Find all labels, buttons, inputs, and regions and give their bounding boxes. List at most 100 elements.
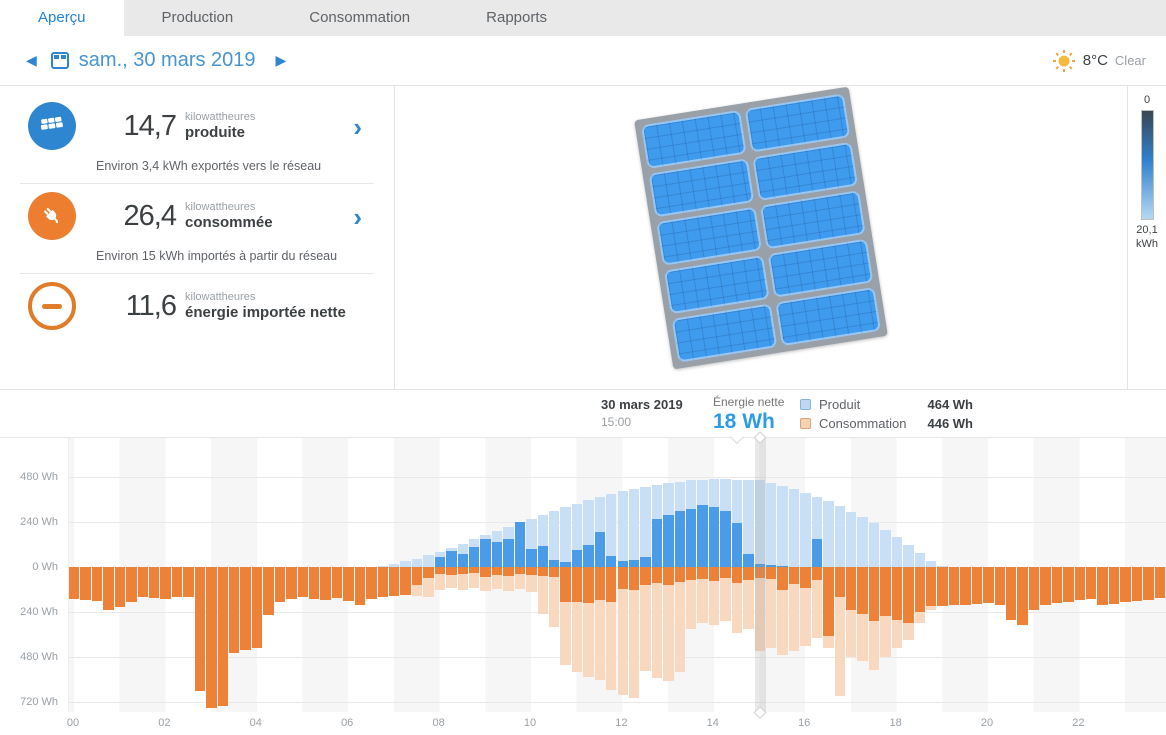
chart-interval-slot[interactable]	[994, 438, 1006, 712]
chart-interval-slot[interactable]	[91, 438, 103, 712]
chart-interval-slot[interactable]	[800, 438, 811, 712]
pv-module[interactable]	[775, 287, 882, 347]
chart-interval-slot[interactable]	[754, 438, 766, 712]
chart-interval-slot[interactable]	[171, 438, 183, 712]
chart-interval-slot[interactable]	[274, 438, 286, 712]
chart-interval-slot[interactable]	[114, 438, 126, 712]
chart-interval-slot[interactable]	[617, 438, 629, 712]
chart-interval-slot[interactable]	[263, 438, 274, 712]
chart-interval-slot[interactable]	[526, 438, 537, 712]
chart-interval-slot[interactable]	[548, 438, 560, 712]
calendar-icon[interactable]	[50, 52, 69, 69]
chart-interval-slot[interactable]	[880, 438, 891, 712]
chart-interval-slot[interactable]	[251, 438, 263, 712]
chart-interval-slot[interactable]	[514, 438, 526, 712]
chart-interval-slot[interactable]	[948, 438, 960, 712]
chart-interval-slot[interactable]	[1097, 438, 1108, 712]
chart-interval-slot[interactable]	[388, 438, 400, 712]
chart-interval-slot[interactable]	[1154, 438, 1166, 712]
chart-interval-slot[interactable]	[663, 438, 674, 712]
chart-interval-slot[interactable]	[297, 438, 309, 712]
chart-interval-slot[interactable]	[766, 438, 777, 712]
chart-interval-slot[interactable]	[457, 438, 469, 712]
chart-interval-slot[interactable]	[400, 438, 411, 712]
chart-interval-slot[interactable]	[537, 438, 549, 712]
tab-production[interactable]: Production	[161, 9, 234, 26]
chart-interval-slot[interactable]	[720, 438, 731, 712]
chart-interval-slot[interactable]	[777, 438, 788, 712]
chart-interval-slot[interactable]	[1006, 438, 1017, 712]
current-date[interactable]: sam., 30 mars 2019	[78, 49, 256, 71]
next-day-arrow-icon[interactable]: ▶	[275, 52, 287, 68]
chart-interval-slot[interactable]	[926, 438, 937, 712]
chart-interval-slot[interactable]	[1086, 438, 1097, 712]
chart-interval-slot[interactable]	[468, 438, 480, 712]
chart-interval-slot[interactable]	[606, 438, 617, 712]
chart-interval-slot[interactable]	[914, 438, 926, 712]
chart-interval-slot[interactable]	[343, 438, 354, 712]
chart-interval-slot[interactable]	[206, 438, 217, 712]
chart-interval-slot[interactable]	[354, 438, 366, 712]
chart-interval-slot[interactable]	[148, 438, 160, 712]
chart-interval-slot[interactable]	[1063, 438, 1074, 712]
chart-interval-slot[interactable]	[80, 438, 91, 712]
chart-interval-slot[interactable]	[126, 438, 137, 712]
consumed-chevron-right-icon[interactable]: ›	[353, 202, 362, 232]
chart-interval-slot[interactable]	[834, 438, 846, 712]
produced-chevron-right-icon[interactable]: ›	[353, 112, 362, 142]
chart-interval-slot[interactable]	[788, 438, 800, 712]
chart-interval-slot[interactable]	[1017, 438, 1028, 712]
chart-interval-slot[interactable]	[971, 438, 983, 712]
chart-interval-slot[interactable]	[697, 438, 708, 712]
chart-interval-slot[interactable]	[743, 438, 754, 712]
consumed-card[interactable]: 26,4 kilowattheures consommée › Environ …	[0, 184, 394, 274]
selected-interval-band[interactable]	[753, 431, 767, 719]
chart-interval-slot[interactable]	[1040, 438, 1051, 712]
chart-interval-slot[interactable]	[331, 438, 343, 712]
chart-interval-slot[interactable]	[423, 438, 434, 712]
chart-interval-slot[interactable]	[286, 438, 297, 712]
chart-interval-slot[interactable]	[491, 438, 503, 712]
chart-interval-slot[interactable]	[137, 438, 149, 712]
chart-interval-slot[interactable]	[960, 438, 971, 712]
chart-interval-slot[interactable]	[651, 438, 663, 712]
prev-day-arrow-icon[interactable]: ◀	[26, 52, 37, 68]
chart-interval-slot[interactable]	[240, 438, 251, 712]
chart-interval-slot[interactable]	[560, 438, 571, 712]
chart-interval-slot[interactable]	[571, 438, 583, 712]
pv-module[interactable]	[671, 303, 778, 363]
chart-interval-slot[interactable]	[1028, 438, 1040, 712]
chart-interval-slot[interactable]	[411, 438, 423, 712]
chart-plot-area[interactable]	[68, 431, 1166, 719]
chart-interval-slot[interactable]	[228, 438, 240, 712]
chart-interval-slot[interactable]	[103, 438, 114, 712]
chart-interval-slot[interactable]	[594, 438, 606, 712]
chart-interval-slot[interactable]	[503, 438, 514, 712]
chart-interval-slot[interactable]	[583, 438, 594, 712]
tab-rapports[interactable]: Rapports	[486, 9, 548, 26]
chart-interval-slot[interactable]	[640, 438, 651, 712]
chart-interval-slot[interactable]	[674, 438, 686, 712]
chart-interval-slot[interactable]	[194, 438, 206, 712]
chart-interval-slot[interactable]	[937, 438, 948, 712]
solar-array-graphic[interactable]	[634, 86, 888, 370]
tab-consommation[interactable]: Consommation	[309, 9, 411, 26]
chart-interval-slot[interactable]	[903, 438, 914, 712]
chart-interval-slot[interactable]	[1108, 438, 1120, 712]
chart-interval-slot[interactable]	[811, 438, 823, 712]
chart-interval-slot[interactable]	[1051, 438, 1063, 712]
chart-interval-slot[interactable]	[846, 438, 857, 712]
chart-interval-slot[interactable]	[983, 438, 994, 712]
chart-interval-slot[interactable]	[868, 438, 880, 712]
tab-apercu[interactable]: Aperçu	[0, 0, 124, 36]
chart-interval-slot[interactable]	[1120, 438, 1131, 712]
chart-interval-slot[interactable]	[686, 438, 697, 712]
chart-interval-slot[interactable]	[217, 438, 229, 712]
chart-interval-slot[interactable]	[377, 438, 389, 712]
chart-interval-slot[interactable]	[731, 438, 743, 712]
chart-interval-slot[interactable]	[857, 438, 868, 712]
chart-interval-slot[interactable]	[1131, 438, 1143, 712]
chart-interval-slot[interactable]	[183, 438, 194, 712]
chart-interval-slot[interactable]	[308, 438, 320, 712]
chart-interval-slot[interactable]	[708, 438, 720, 712]
